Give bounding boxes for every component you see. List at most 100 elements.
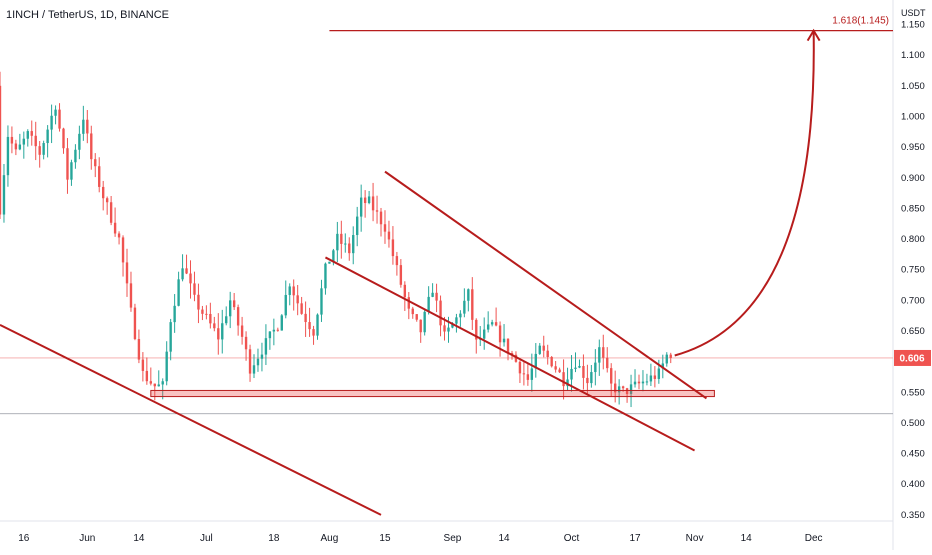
price-tick-label: 0.850 <box>901 203 925 214</box>
candle-body <box>653 375 657 379</box>
candle-body <box>10 136 14 144</box>
candle-body <box>50 115 53 130</box>
candle-body <box>542 345 545 351</box>
time-tick-label: Oct <box>564 533 580 544</box>
candle-body <box>594 362 597 373</box>
price-tick-label: 0.650 <box>901 326 925 337</box>
candle-body <box>229 300 232 317</box>
candle-body <box>391 239 395 257</box>
candle-body <box>613 383 617 393</box>
candle-body <box>490 322 494 325</box>
candle-body <box>94 159 97 167</box>
candle-body <box>344 243 347 245</box>
price-tick-label: 0.350 <box>901 510 925 521</box>
candle-body <box>141 359 145 371</box>
time-tick-label: 18 <box>268 533 280 544</box>
time-tick-label: 14 <box>133 533 145 544</box>
candle-body <box>6 136 10 176</box>
candle-body <box>483 329 486 339</box>
candle-body <box>367 196 371 204</box>
candle-body <box>522 373 526 375</box>
candle-body <box>506 338 510 354</box>
candle-body <box>649 375 653 382</box>
candle-body <box>169 322 172 352</box>
candle-body <box>205 313 208 315</box>
time-tick-label: Jun <box>79 533 95 544</box>
time-tick-label: 15 <box>379 533 391 544</box>
candle-body <box>645 381 649 383</box>
current-price-label: 0.606 <box>899 353 924 364</box>
candle-body <box>177 279 180 306</box>
descending-channel-bottom <box>324 256 696 452</box>
fib-target-label: 1.618(1.145) <box>832 16 889 27</box>
candle-body <box>538 345 541 354</box>
candles <box>0 71 672 408</box>
candle-body <box>145 370 149 382</box>
candle-body <box>308 322 311 330</box>
candle-body <box>133 307 137 340</box>
candle-body <box>312 329 315 336</box>
candle-body <box>117 233 121 238</box>
descending-channel-top <box>384 170 708 400</box>
candle-body <box>264 338 268 355</box>
candle-body <box>260 354 264 359</box>
candle-body <box>534 353 537 369</box>
candle-body <box>256 358 260 366</box>
candle-body <box>669 354 672 358</box>
candle-body <box>657 368 661 379</box>
candle-body <box>157 384 160 387</box>
candle-body <box>18 144 22 150</box>
symbol-title: 1INCH / TetherUS, 1D, BINANCE <box>6 9 170 21</box>
long-term-support <box>0 323 382 516</box>
candle-body <box>78 133 81 150</box>
candle-body <box>363 197 367 204</box>
candle-body <box>475 319 478 340</box>
candle-body <box>0 85 2 215</box>
candle-body <box>109 202 113 223</box>
candle-body <box>82 119 85 134</box>
candle-body <box>514 354 518 362</box>
candle-body <box>570 368 573 380</box>
support-zone <box>150 389 715 398</box>
candle-body <box>213 323 216 329</box>
candle-body <box>189 273 192 284</box>
candle-body <box>494 322 498 326</box>
price-tick-label: 0.700 <box>901 295 925 306</box>
candle-body <box>240 325 244 337</box>
candle-body <box>566 379 569 387</box>
candle-body <box>661 363 664 369</box>
candle-body <box>359 197 363 217</box>
price-tick-label: 0.800 <box>901 234 925 245</box>
candle-body <box>431 292 434 297</box>
time-tick-label: Aug <box>321 533 339 544</box>
grid-layer <box>0 0 894 550</box>
candle-body <box>419 319 422 333</box>
candle-body <box>356 216 359 236</box>
candle-body <box>486 324 490 330</box>
price-tick-label: 1.000 <box>901 111 925 122</box>
candle-body <box>42 143 45 155</box>
candle-body <box>427 296 430 312</box>
candle-body <box>332 250 335 262</box>
candle-body <box>352 235 355 254</box>
candle-body <box>121 237 125 263</box>
candle-body <box>411 308 414 315</box>
candle-body <box>86 119 89 134</box>
candle-body <box>54 109 57 116</box>
candle-body <box>113 222 117 234</box>
candle-body <box>574 367 577 369</box>
candle-body <box>387 231 391 240</box>
price-tick-label: 0.500 <box>901 418 925 429</box>
candle-body <box>610 368 613 384</box>
candle-body <box>280 315 283 331</box>
candle-body <box>348 243 351 254</box>
candle-body <box>578 366 581 368</box>
candle-body <box>225 316 228 324</box>
candle-body <box>201 309 204 314</box>
candle-body <box>193 283 196 295</box>
candle-body <box>66 148 69 180</box>
horizontal-lines <box>0 357 893 415</box>
candle-body <box>558 369 561 373</box>
